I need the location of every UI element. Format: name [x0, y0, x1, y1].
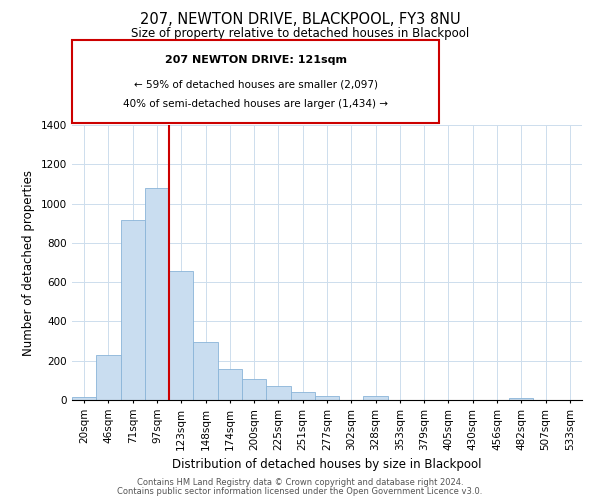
Bar [290, 392, 315, 400]
Bar [364, 396, 388, 400]
Bar [315, 396, 339, 400]
Text: 40% of semi-detached houses are larger (1,434) →: 40% of semi-detached houses are larger (… [123, 100, 388, 110]
Bar [193, 342, 218, 400]
Bar [218, 369, 242, 400]
Text: Size of property relative to detached houses in Blackpool: Size of property relative to detached ho… [131, 28, 469, 40]
Text: ← 59% of detached houses are smaller (2,097): ← 59% of detached houses are smaller (2,… [134, 80, 377, 90]
Bar [169, 272, 193, 400]
Text: 207 NEWTON DRIVE: 121sqm: 207 NEWTON DRIVE: 121sqm [164, 55, 347, 65]
Bar [509, 398, 533, 400]
Bar [96, 355, 121, 400]
Y-axis label: Number of detached properties: Number of detached properties [22, 170, 35, 356]
Bar [72, 397, 96, 400]
Text: 207, NEWTON DRIVE, BLACKPOOL, FY3 8NU: 207, NEWTON DRIVE, BLACKPOOL, FY3 8NU [140, 12, 460, 28]
Bar [266, 386, 290, 400]
Bar [121, 220, 145, 400]
Text: Contains public sector information licensed under the Open Government Licence v3: Contains public sector information licen… [118, 487, 482, 496]
Bar [145, 188, 169, 400]
Text: Contains HM Land Registry data © Crown copyright and database right 2024.: Contains HM Land Registry data © Crown c… [137, 478, 463, 487]
X-axis label: Distribution of detached houses by size in Blackpool: Distribution of detached houses by size … [172, 458, 482, 471]
Bar [242, 379, 266, 400]
